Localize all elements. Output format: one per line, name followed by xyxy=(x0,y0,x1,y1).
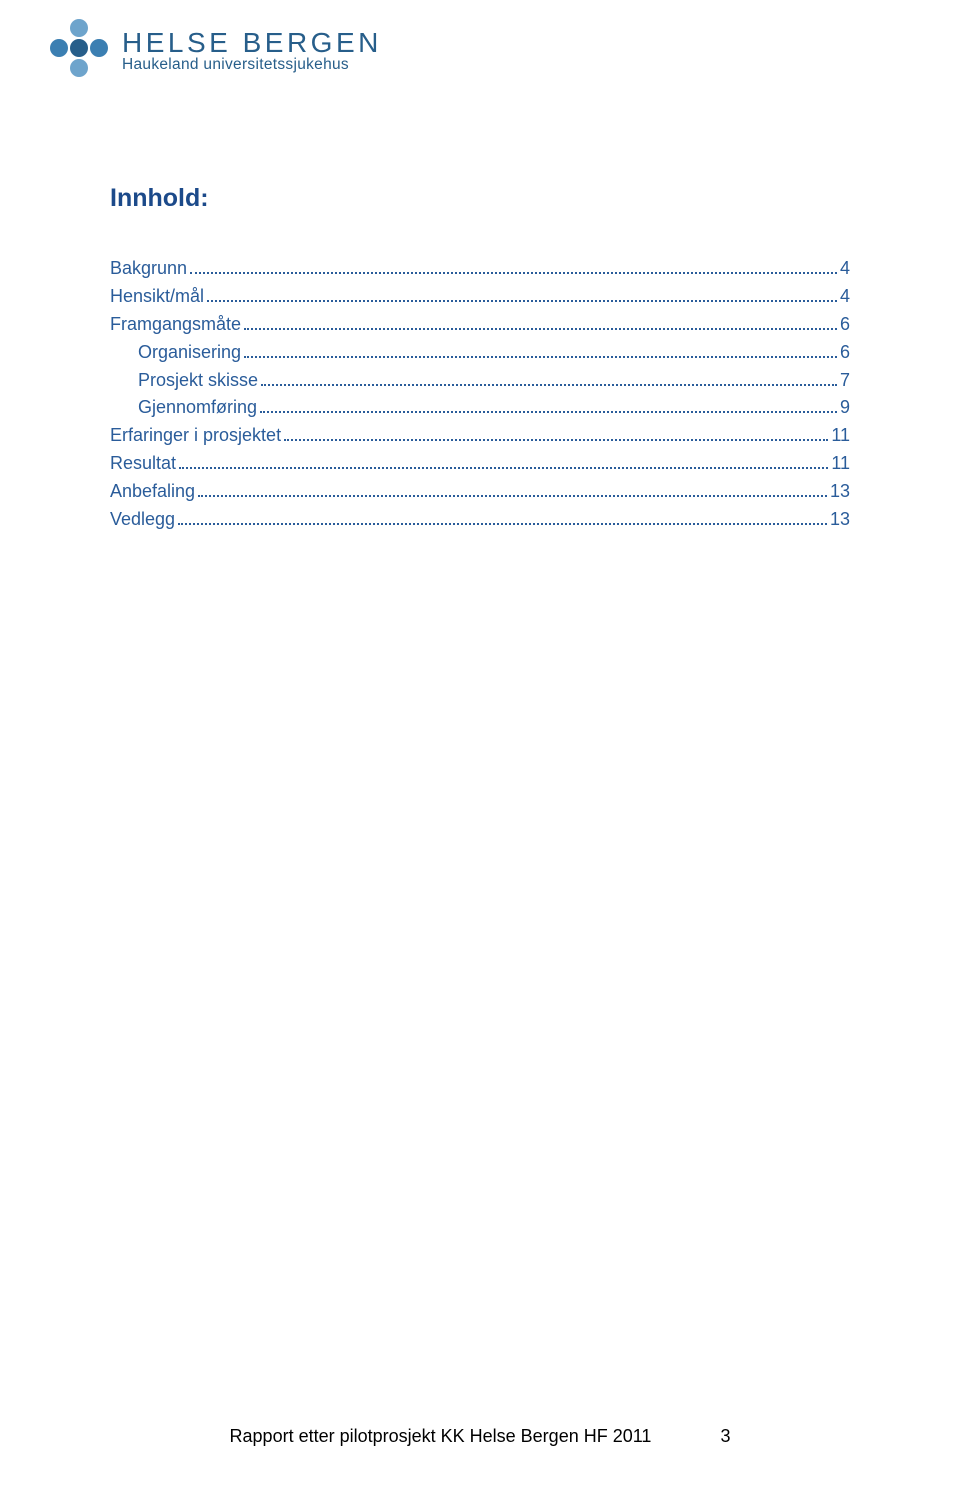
table-of-contents: Bakgrunn4Hensikt/mål4Framgangsmåte6Organ… xyxy=(110,255,850,534)
toc-entry-page: 6 xyxy=(840,311,850,339)
toc-entry-page: 6 xyxy=(840,339,850,367)
toc-entry-page: 11 xyxy=(831,422,850,450)
page-footer: Rapport etter pilotprosjekt KK Helse Ber… xyxy=(0,1426,960,1447)
toc-entry[interactable]: Organisering 6 xyxy=(110,339,850,367)
toc-leader-dots xyxy=(284,439,828,441)
document-page: HELSE BERGEN Haukeland universitetssjuke… xyxy=(0,0,960,1507)
toc-entry-label: Organisering xyxy=(138,339,241,367)
toc-entry[interactable]: Erfaringer i prosjektet 11 xyxy=(110,422,850,450)
toc-entry-page: 11 xyxy=(831,450,850,478)
toc-entry[interactable]: Anbefaling 13 xyxy=(110,478,850,506)
toc-entry[interactable]: Prosjekt skisse 7 xyxy=(110,367,850,395)
toc-entry[interactable]: Vedlegg 13 xyxy=(110,506,850,534)
toc-entry[interactable]: Resultat 11 xyxy=(110,450,850,478)
footer-page-number: 3 xyxy=(720,1426,730,1446)
toc-entry-label: Prosjekt skisse xyxy=(138,367,258,395)
toc-entry-label: Anbefaling xyxy=(110,478,195,506)
toc-entry-label: Hensikt/mål xyxy=(110,283,204,311)
footer-text: Rapport etter pilotprosjekt KK Helse Ber… xyxy=(230,1426,652,1446)
toc-entry-label: Vedlegg xyxy=(110,506,175,534)
toc-entry-label: Gjennomføring xyxy=(138,394,257,422)
logo-text: HELSE BERGEN Haukeland universitetssjuke… xyxy=(122,18,382,74)
toc-entry-page: 4 xyxy=(840,283,850,311)
logo-sub-text: Haukeland universitetssjukehus xyxy=(122,56,382,74)
toc-leader-dots xyxy=(260,411,837,413)
toc-leader-dots xyxy=(261,384,837,386)
logo: HELSE BERGEN Haukeland universitetssjuke… xyxy=(48,18,850,88)
toc-leader-dots xyxy=(244,328,837,330)
toc-entry-label: Erfaringer i prosjektet xyxy=(110,422,281,450)
toc-entry-label: Bakgrunn xyxy=(110,255,187,283)
toc-entry[interactable]: Hensikt/mål 4 xyxy=(110,283,850,311)
toc-entry-label: Framgangsmåte xyxy=(110,311,241,339)
toc-entry-page: 13 xyxy=(830,478,850,506)
toc-entry-page: 9 xyxy=(840,394,850,422)
toc-entry-label: Resultat xyxy=(110,450,176,478)
toc-entry-page: 13 xyxy=(830,506,850,534)
toc-entry[interactable]: Bakgrunn 4 xyxy=(110,255,850,283)
toc-entry[interactable]: Framgangsmåte 6 xyxy=(110,311,850,339)
logo-main-text: HELSE BERGEN xyxy=(122,29,382,57)
logo-mark-icon xyxy=(48,18,110,88)
toc-entry-page: 7 xyxy=(840,367,850,395)
toc-leader-dots xyxy=(198,495,827,497)
toc-leader-dots xyxy=(244,356,837,358)
toc-leader-dots xyxy=(207,300,837,302)
toc-entry[interactable]: Gjennomføring 9 xyxy=(110,394,850,422)
page-title: Innhold: xyxy=(110,184,850,213)
toc-leader-dots xyxy=(178,523,827,525)
toc-leader-dots xyxy=(179,467,828,469)
toc-leader-dots xyxy=(190,272,837,274)
toc-entry-page: 4 xyxy=(840,255,850,283)
